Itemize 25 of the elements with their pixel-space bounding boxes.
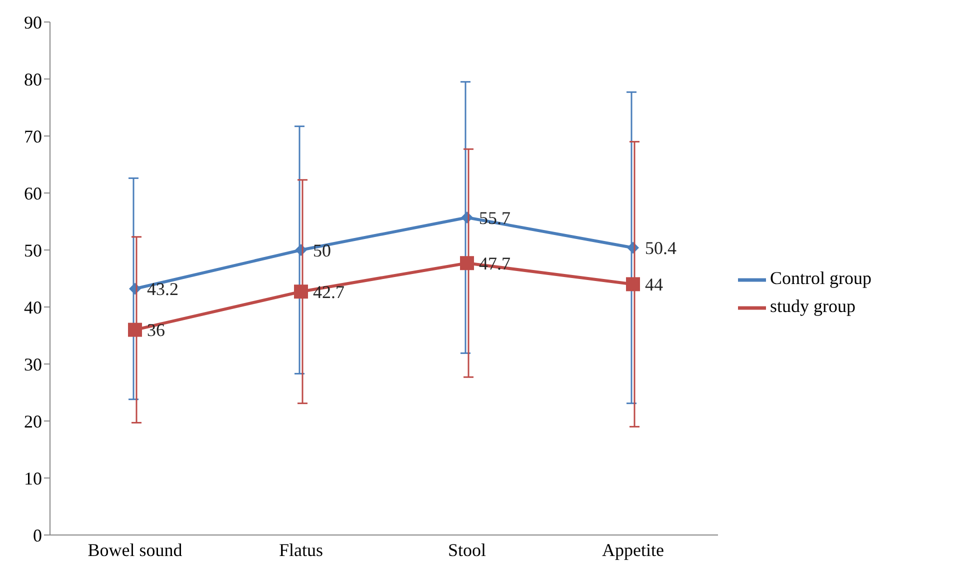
y-tick-label: 30 xyxy=(24,354,42,374)
y-tick-label: 0 xyxy=(33,525,42,546)
data-label: 36 xyxy=(147,320,165,340)
point xyxy=(460,256,474,270)
data-label: 44 xyxy=(645,274,663,295)
y-tick-label: 80 xyxy=(24,69,42,90)
point xyxy=(128,322,142,337)
legend-label: Control group xyxy=(770,268,872,288)
data-label: 42.7 xyxy=(313,282,344,302)
y-tick-label: 40 xyxy=(24,297,42,318)
x-tick-label: Stool xyxy=(448,540,486,560)
point xyxy=(626,277,640,292)
y-tick-label: 10 xyxy=(24,468,42,488)
point xyxy=(294,284,308,299)
y-tick-label: 60 xyxy=(24,183,42,204)
x-tick-label: Bowel sound xyxy=(88,540,182,560)
legend-label: study group xyxy=(770,296,856,316)
data-label: 43.2 xyxy=(147,279,178,300)
data-label: 50.4 xyxy=(645,238,676,258)
y-tick-label: 20 xyxy=(24,411,42,432)
y-tick-label: 90 xyxy=(24,12,42,32)
y-tick-label: 70 xyxy=(24,126,42,146)
x-tick-label: Appetite xyxy=(602,540,664,560)
x-tick-label: Flatus xyxy=(278,540,324,560)
y-tick-label: 50 xyxy=(24,240,42,260)
